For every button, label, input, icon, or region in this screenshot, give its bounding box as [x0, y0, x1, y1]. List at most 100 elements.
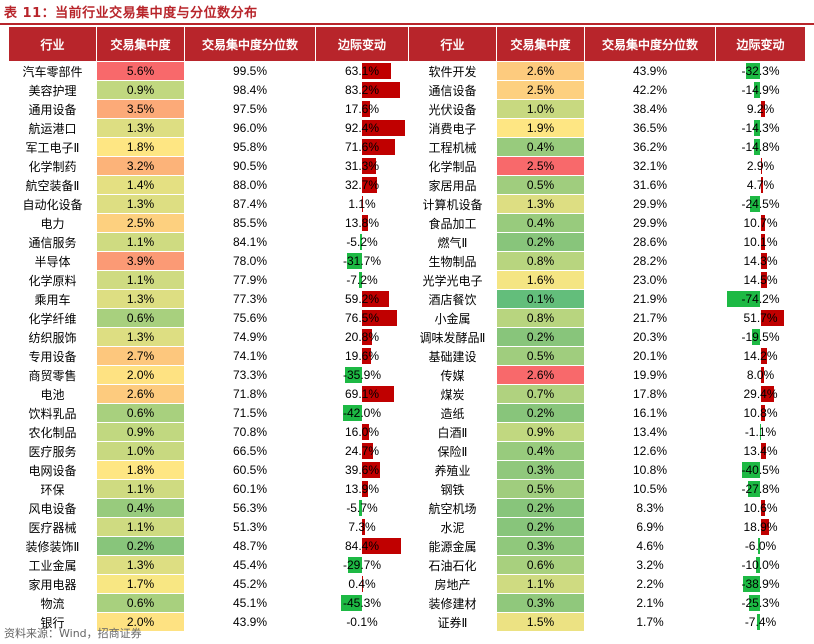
change-bar	[760, 367, 765, 383]
percentile-cell: 74.9%	[184, 327, 316, 347]
industry-cell: 养殖业	[408, 460, 497, 480]
table-row: 化学制药 3.2% 90.5% 31.3% 化学制品 2.5% 32.1% 2.9%	[8, 156, 806, 176]
table-row: 商贸零售 2.0% 73.3% -35.9% 传媒 2.6% 19.9% 8.0%	[8, 365, 806, 385]
industry-cell: 物流	[8, 593, 97, 613]
change-cell: 69.1%	[315, 384, 409, 404]
change-value: 14.3%	[743, 254, 778, 268]
concentration-cell: 0.5%	[496, 175, 585, 195]
industry-cell: 光伏设备	[408, 99, 497, 119]
change-bar	[362, 101, 371, 117]
change-cell: 10.7%	[715, 213, 806, 233]
concentration-cell: 1.1%	[96, 517, 185, 537]
change-value: 0.4%	[348, 577, 376, 591]
change-value: 16.0%	[344, 425, 380, 439]
concentration-cell: 3.5%	[96, 99, 185, 119]
change-bar	[362, 310, 398, 326]
table-row: 农化制品 0.9% 70.8% 16.0% 白酒Ⅱ 0.9% 13.4% -1.1%	[8, 422, 806, 442]
concentration-cell: 1.3%	[496, 194, 585, 214]
industry-cell: 软件开发	[408, 61, 497, 81]
change-bar	[746, 63, 761, 79]
change-cell: 18.9%	[715, 517, 806, 537]
change-bar	[751, 329, 761, 345]
industry-cell: 装修装饰Ⅱ	[8, 536, 97, 556]
percentile-cell: 17.8%	[584, 384, 716, 404]
change-value: -45.3%	[342, 596, 382, 610]
change-cell: 31.3%	[315, 156, 409, 176]
concentration-cell: 0.2%	[496, 232, 585, 252]
table-row: 化学原料 1.1% 77.9% -7.2% 光学光电子 1.6% 23.0% 14.5%	[8, 270, 806, 290]
concentration-cell: 0.2%	[496, 327, 585, 347]
concentration-cell: 0.4%	[496, 137, 585, 157]
change-bar	[362, 158, 377, 174]
change-cell: -5.7%	[315, 498, 409, 518]
percentile-cell: 3.2%	[584, 555, 716, 575]
concentration-cell: 3.2%	[96, 156, 185, 176]
change-cell: -7.4%	[715, 612, 806, 632]
change-value: -14.3%	[741, 121, 780, 135]
table-row: 电力 2.5% 85.5% 13.8% 食品加工 0.4% 29.9% 10.7%	[8, 213, 806, 233]
industry-cell: 电池	[8, 384, 97, 404]
table-row: 美容护理 0.9% 98.4% 83.2% 通信设备 2.5% 42.2% -14.9%	[8, 80, 806, 100]
concentration-cell: 0.8%	[496, 308, 585, 328]
percentile-cell: 43.9%	[184, 612, 316, 632]
table-row: 航运港口 1.3% 96.0% 92.4% 消费电子 1.9% 36.5% -14.3%	[8, 118, 806, 138]
percentile-cell: 90.5%	[184, 156, 316, 176]
change-value: -1.1%	[744, 425, 777, 439]
percentile-cell: 77.9%	[184, 270, 316, 290]
header-percentile-right: 交易集中度分位数	[584, 26, 716, 62]
change-bar	[362, 63, 392, 79]
change-bar	[362, 519, 366, 535]
change-value: 32.7%	[344, 178, 380, 192]
change-cell: 10.8%	[715, 403, 806, 423]
change-cell: 76.5%	[315, 308, 409, 328]
industry-cell: 银行	[8, 612, 97, 632]
change-value: 10.8%	[743, 406, 778, 420]
change-cell: -14.9%	[715, 80, 806, 100]
table-row: 银行 2.0% 43.9% -0.1% 证券Ⅱ 1.5% 1.7% -7.4%	[8, 612, 806, 632]
change-bar	[760, 443, 767, 459]
percentile-cell: 1.7%	[584, 612, 716, 632]
industry-cell: 生物制品	[408, 251, 497, 271]
change-bar	[362, 443, 374, 459]
change-value: -35.9%	[342, 368, 382, 382]
change-cell: 20.8%	[315, 327, 409, 347]
change-cell: -45.3%	[315, 593, 409, 613]
concentration-cell: 1.0%	[96, 441, 185, 461]
change-bar	[757, 614, 761, 630]
percentile-cell: 31.6%	[584, 175, 716, 195]
change-value: -38.9%	[741, 577, 780, 591]
change-cell: 0.4%	[315, 574, 409, 594]
percentile-cell: 21.7%	[584, 308, 716, 328]
change-bar	[362, 82, 401, 98]
percentile-cell: 13.4%	[584, 422, 716, 442]
industry-cell: 通信服务	[8, 232, 97, 252]
concentration-cell: 0.9%	[96, 80, 185, 100]
concentration-cell: 0.9%	[496, 422, 585, 442]
percentile-cell: 66.5%	[184, 441, 316, 461]
concentration-cell: 0.6%	[496, 555, 585, 575]
industry-cell: 通用设备	[8, 99, 97, 119]
table-row: 纺织服饰 1.3% 74.9% 20.8% 调味发酵品Ⅱ 0.2% 20.3% -19.5%	[8, 327, 806, 347]
percentile-cell: 96.0%	[184, 118, 316, 138]
change-bar	[362, 196, 363, 212]
change-value: 10.6%	[743, 501, 778, 515]
industry-cell: 自动化设备	[8, 194, 97, 214]
header-change-left: 边际变动	[315, 26, 409, 62]
industry-cell: 证券Ⅱ	[408, 612, 497, 632]
concentration-cell: 3.9%	[96, 251, 185, 271]
percentile-cell: 85.5%	[184, 213, 316, 233]
change-value: 76.5%	[344, 311, 380, 325]
change-cell: 14.3%	[715, 251, 806, 271]
change-cell: -32.3%	[715, 61, 806, 81]
industry-cell: 能源金属	[408, 536, 497, 556]
change-value: -14.8%	[741, 140, 780, 154]
change-value: 59.2%	[344, 292, 380, 306]
change-bar	[348, 557, 362, 573]
table-row: 通用设备 3.5% 97.5% 17.6% 光伏设备 1.0% 38.4% 9.2%	[8, 99, 806, 119]
percentile-cell: 2.2%	[584, 574, 716, 594]
change-cell: 16.0%	[315, 422, 409, 442]
change-bar	[760, 253, 767, 269]
concentration-cell: 2.6%	[496, 61, 585, 81]
change-bar	[362, 120, 405, 136]
change-cell: 14.2%	[715, 346, 806, 366]
